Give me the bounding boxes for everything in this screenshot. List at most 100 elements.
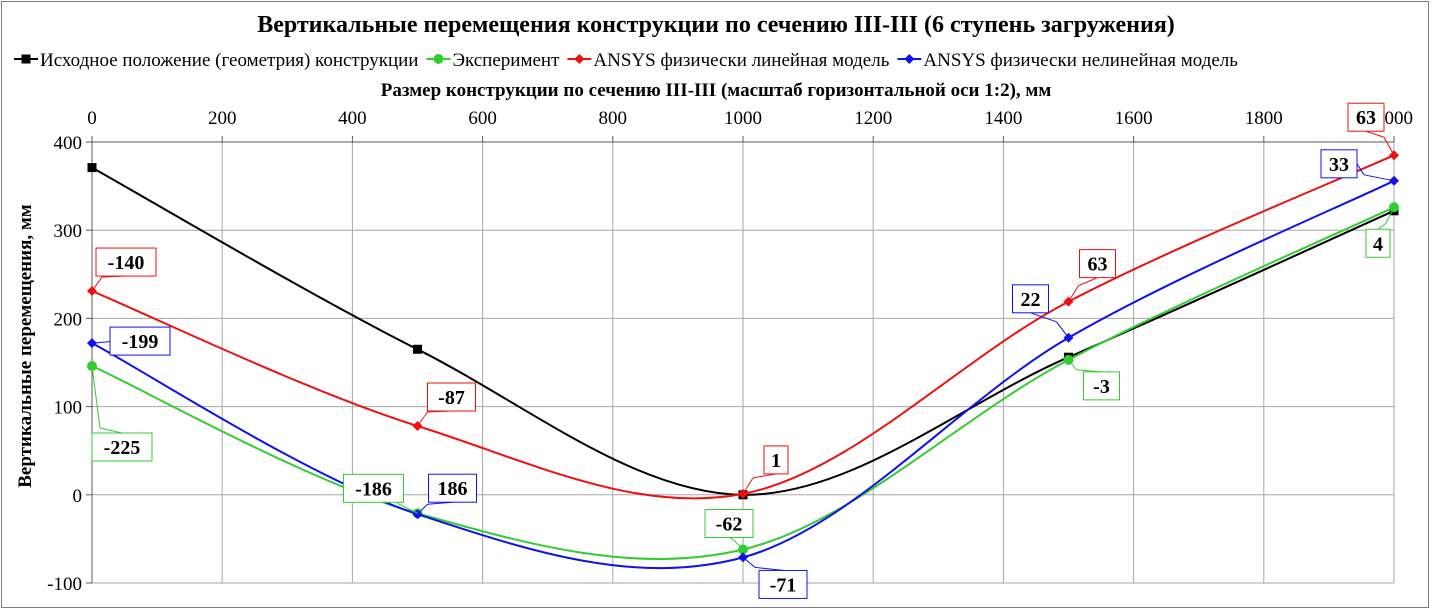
data-label-box [95,247,157,277]
data-point [87,163,97,173]
label-leader-line [1030,312,1057,323]
label-leader-line [1377,222,1387,230]
x-tick-label: 0 [87,108,97,129]
legend-marker [21,54,31,64]
data-label-box [1365,228,1391,258]
y-tick-label: 100 [54,398,83,419]
x-axis-label: Размер конструкции по сечению III-III (м… [381,80,1052,101]
label-leader-line [1078,277,1098,287]
data-label: -71 [742,557,808,599]
x-axis-ticks: 0 200 400 600 800 1000 1200 1400 1600 1800 2000 [87,108,1413,142]
label-leader-line [1056,321,1069,339]
y-tick-label: 300 [54,221,83,242]
label-leader-line [732,539,744,550]
x-tick-label: 1000 [724,108,762,129]
data-label-text: -71 [770,574,797,596]
data-label-box [427,382,476,412]
legend-item: Исходное положение (геометрия) конструкц… [14,50,418,71]
data-label: 4 [1365,207,1395,258]
data-label-box [91,432,153,462]
data-label-box [1079,249,1116,279]
label-leader-line [1383,136,1395,156]
label-leader-line [742,477,754,495]
data-label: -199 [91,326,171,356]
label-leader-line [752,473,777,479]
data-label: 1 [742,445,789,495]
data-label-text: -87 [438,387,465,409]
data-label-text: -225 [104,437,141,459]
x-tick-label: 1600 [1115,108,1153,129]
legend-label: ANSYS физически линейная модель [593,50,889,71]
label-leader-line [1385,207,1395,224]
data-label: -186 [343,473,418,514]
label-leader-line [742,557,756,568]
label-leader-line [99,427,123,434]
label-leader-line [417,411,428,427]
data-label-box [109,326,171,356]
x-tick-label: 1200 [854,108,892,129]
label-leader-line [397,502,418,514]
x-tick-label: 400 [338,108,367,129]
data-label-text: 186 [438,478,468,500]
data-label-box [1012,284,1049,314]
data-label-text: 33 [1329,154,1349,176]
data-point [413,344,422,354]
data-label-text: 1 [771,450,781,472]
label-leader-line [1356,163,1365,176]
data-label: 33 [1320,149,1395,182]
y-tick-label: 400 [54,133,83,154]
y-tick-label: 0 [73,486,83,507]
label-leader-line [91,365,101,429]
data-label: 63 [1068,249,1116,302]
data-label: 63 [1347,102,1395,156]
data-label-text: -3 [1093,376,1110,398]
data-label: -87 [417,382,476,427]
data-label-box [758,569,808,599]
data-label-text: -186 [355,478,392,500]
data-label-text: -62 [716,513,743,535]
legend-item: ANSYS физически линейная модель [567,50,890,71]
legend-label: ANSYS физически нелинейная модель [923,50,1238,71]
legend: Исходное положение (геометрия) конструкц… [14,50,1238,71]
label-leader-line [1365,130,1385,138]
y-axis-ticks: -100 0 100 200 300 400 [47,133,92,595]
data-label-text: -140 [108,252,145,274]
x-tick-label: 200 [208,108,237,129]
x-tick-label: 1400 [984,108,1022,129]
data-label-box [1083,371,1120,401]
label-leader-line [1068,285,1079,302]
legend-item: Эксперимент [426,50,560,71]
legend-marker [433,54,444,64]
data-label-text: -199 [122,331,159,353]
data-label-box [1347,102,1385,132]
data-label: -140 [91,247,157,292]
data-label: -62 [704,508,754,550]
data-label-text: 22 [1021,289,1041,311]
data-label-box [763,445,789,475]
legend-item: ANSYS физически нелинейная модель [897,50,1238,71]
y-tick-label: -100 [47,574,82,595]
data-label-text: 63 [1088,254,1108,276]
data-label: -3 [1068,359,1120,401]
data-label-box [704,508,754,538]
data-label-text: 4 [1373,233,1383,255]
label-leader-line [91,276,103,292]
data-label-box [428,473,477,503]
label-leader-line [1068,359,1077,371]
legend-label: Исходное положение (геометрия) конструкц… [40,50,418,71]
data-label: -225 [91,365,153,462]
y-axis-label: Вертикальные перемещения, мм [15,204,36,488]
legend-marker [904,54,915,64]
legend-label: Эксперимент [452,50,560,71]
x-tick-label: 1800 [1245,108,1283,129]
data-label: 186 [417,473,477,515]
data-label-box [1320,149,1358,179]
data-labels: -225 -186 -62 -3 4 -140 -87 1 63 63 -199 186 -71 22 33 [91,102,1395,599]
x-tick-label: 800 [599,108,628,129]
data-label-box [343,473,404,503]
data-label-text: 63 [1356,107,1376,129]
data-label: 22 [1012,284,1069,339]
legend-marker [574,54,585,64]
